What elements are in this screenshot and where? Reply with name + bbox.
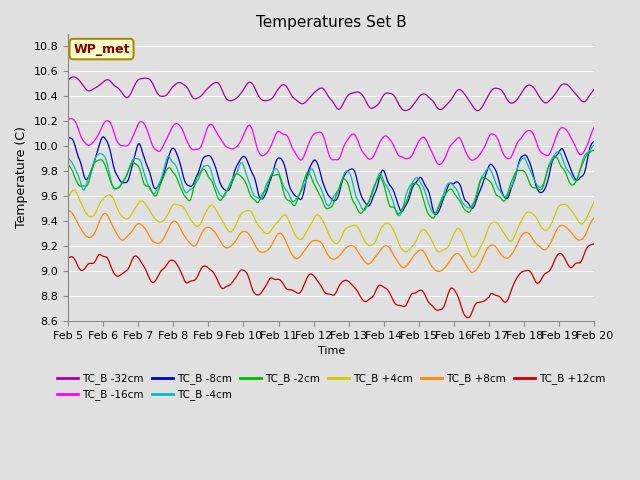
Title: Temperatures Set B: Temperatures Set B: [256, 15, 406, 30]
Y-axis label: Temperature (C): Temperature (C): [15, 127, 28, 228]
Legend: TC_B -32cm, TC_B -16cm, TC_B -8cm, TC_B -4cm, TC_B -2cm, TC_B +4cm, TC_B +8cm, T: TC_B -32cm, TC_B -16cm, TC_B -8cm, TC_B …: [52, 369, 610, 405]
Text: WP_met: WP_met: [74, 43, 130, 56]
X-axis label: Time: Time: [317, 346, 345, 356]
